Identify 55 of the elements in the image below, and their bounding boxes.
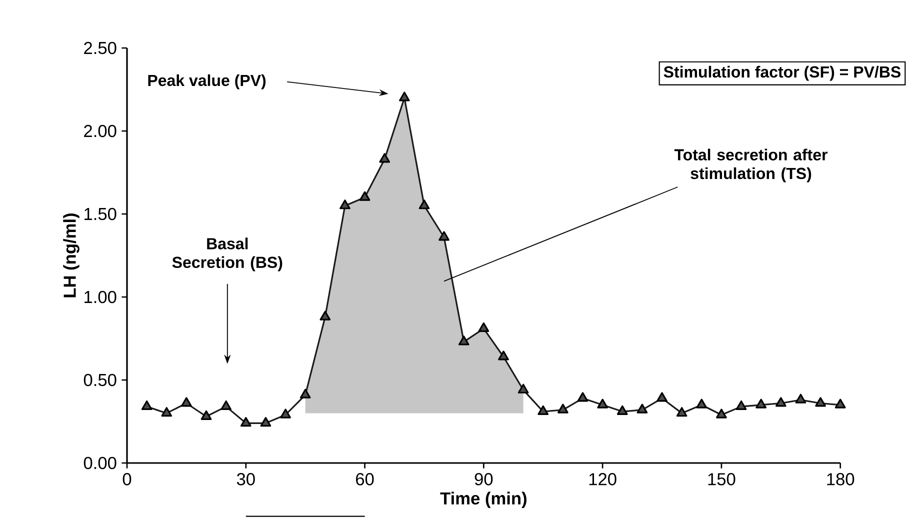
point [656,392,668,402]
point [558,404,568,414]
point [518,384,529,394]
point [200,410,212,420]
point [478,322,490,332]
point [320,310,331,320]
point [418,200,430,210]
point [181,397,192,407]
x-tick-label: 0 [122,473,132,486]
point [398,92,410,102]
x-axis-title: Time (min) [440,492,526,508]
y-tick-label: 2.00 [84,124,116,138]
point [834,398,846,408]
x-tick-label: 60 [356,473,374,486]
point [616,405,628,416]
point [280,408,291,418]
annotation: Total secretion after stimulation (TS) [674,148,828,182]
x-tick-label: 120 [589,473,616,486]
point [716,408,727,418]
point [498,350,509,360]
point [815,397,826,407]
point [340,200,350,210]
point [736,400,747,410]
point [577,392,588,402]
point [795,394,806,404]
annotation: Basal Secretion (BS) [172,238,282,272]
x-tick-label: 30 [236,473,255,486]
point [636,404,648,414]
point [379,153,390,163]
y-tick-label: 1.00 [84,290,116,304]
y-tick-label: 0.00 [84,456,116,470]
y-tick-label: 0.50 [84,374,116,386]
point [300,388,311,398]
point [260,417,272,427]
point [141,400,152,410]
x-tick-label: 180 [827,473,854,486]
point [220,400,232,410]
point [597,398,608,408]
point [538,405,549,416]
y-axis-title: LH (ng/ml) [63,214,80,298]
x-tick-label: 90 [474,473,493,486]
point [775,397,786,407]
x-tick-label: 150 [708,473,736,486]
point [161,407,172,417]
annotation: Peak value (PV) [148,74,266,90]
point [696,398,708,408]
annotation: Stimulation factor (SF) = PV/BS [664,66,901,81]
y-tick-label: 1.50 [84,208,116,220]
y-tick-label: 2.50 [84,42,116,54]
point [240,417,252,427]
point [359,191,370,201]
point [756,398,766,408]
point [676,407,688,417]
point [458,336,470,346]
point [438,231,450,241]
